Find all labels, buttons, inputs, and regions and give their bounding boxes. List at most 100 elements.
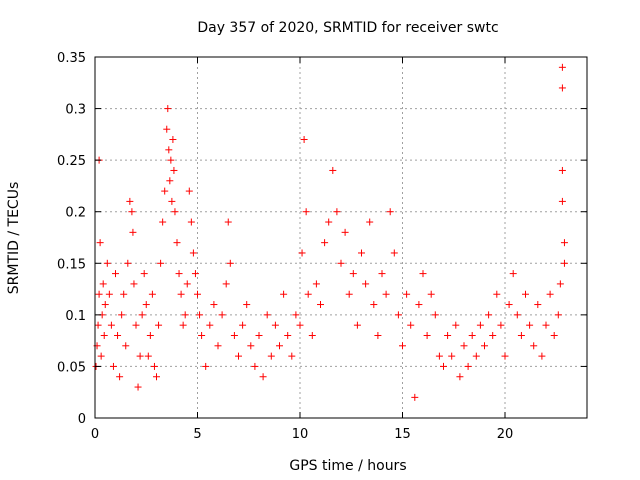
data-point: [109, 362, 117, 370]
data-point: [362, 280, 370, 288]
data-point: [505, 301, 513, 309]
data-point: [382, 290, 390, 298]
data-point: [202, 362, 210, 370]
data-point: [472, 352, 480, 360]
data-point: [191, 270, 199, 278]
y-tick-label: 0.05: [57, 360, 86, 375]
x-tick-label: 5: [193, 427, 201, 442]
data-point: [99, 280, 107, 288]
data-point: [247, 342, 255, 350]
data-point: [526, 321, 534, 329]
data-point: [181, 311, 189, 319]
data-point: [161, 187, 169, 195]
data-point: [259, 373, 267, 381]
data-point: [107, 321, 115, 329]
data-point: [168, 197, 176, 205]
data-point: [164, 105, 172, 113]
data-point: [255, 331, 263, 339]
data-point: [456, 373, 464, 381]
data-point: [222, 280, 230, 288]
data-point: [97, 352, 105, 360]
data-point: [312, 280, 320, 288]
data-point: [267, 352, 275, 360]
data-point: [427, 290, 435, 298]
data-point: [497, 321, 505, 329]
x-tick-label: 20: [497, 427, 514, 442]
x-tick-label: 15: [394, 427, 411, 442]
data-point: [185, 187, 193, 195]
data-point: [538, 352, 546, 360]
data-point: [235, 352, 242, 360]
data-point: [546, 290, 554, 298]
data-point: [136, 352, 144, 360]
data-point: [112, 270, 119, 278]
data-point: [132, 321, 140, 329]
data-point: [444, 331, 452, 339]
x-tick-label: 10: [292, 427, 309, 442]
data-point: [183, 280, 191, 288]
data-point: [146, 331, 154, 339]
data-point: [558, 166, 566, 174]
y-tick-label: 0.3: [65, 103, 86, 118]
data-point: [271, 321, 279, 329]
data-point: [423, 331, 431, 339]
data-point: [366, 218, 374, 226]
data-point: [105, 290, 113, 298]
data-point: [189, 249, 197, 257]
data-point: [129, 228, 137, 236]
y-tick-label: 0: [78, 412, 86, 427]
data-point: [94, 321, 102, 329]
data-point: [118, 311, 126, 319]
y-tick-label: 0.2: [65, 206, 86, 221]
data-point: [124, 259, 132, 267]
data-point: [452, 321, 460, 329]
data-point: [177, 290, 185, 298]
data-point: [284, 331, 292, 339]
data-point: [317, 301, 324, 309]
data-point: [513, 311, 521, 319]
grid: [95, 57, 587, 418]
axis-ticks: 0 5 10 15 20 0 0.05 0.1 0.15 0.2 0.25 0.3 0.35: [57, 51, 587, 442]
data-point: [419, 270, 427, 278]
data-point: [263, 311, 271, 319]
data-point: [95, 290, 103, 298]
data-point: [325, 218, 333, 226]
data-point: [167, 156, 175, 164]
y-tick-label: 0.25: [57, 154, 86, 169]
data-point: [128, 208, 136, 216]
data-point: [517, 331, 525, 339]
y-axis-label: SRMTID / TECUs: [6, 182, 22, 295]
data-point: [226, 259, 234, 267]
data-point: [411, 393, 419, 401]
data-point: [308, 331, 316, 339]
data-point: [175, 270, 183, 278]
data-point: [476, 321, 484, 329]
data-point: [394, 311, 402, 319]
data-point: [370, 301, 378, 309]
data-point: [120, 290, 128, 298]
data-point: [230, 331, 238, 339]
data-point: [358, 249, 365, 257]
data-point: [341, 228, 349, 236]
data-point: [431, 311, 439, 319]
data-point: [440, 362, 447, 370]
data-point: [386, 208, 394, 216]
y-tick-label: 0.15: [57, 257, 86, 272]
data-point: [460, 342, 468, 350]
data-point: [558, 63, 566, 71]
y-tick-label: 0.1: [65, 309, 86, 324]
data-point: [304, 290, 312, 298]
data-point: [239, 321, 247, 329]
data-point: [103, 259, 111, 267]
data-point: [224, 218, 232, 226]
data-point: [485, 311, 493, 319]
data-point: [556, 280, 564, 288]
data-point: [130, 280, 138, 288]
data-point: [530, 342, 538, 350]
data-point: [333, 208, 341, 216]
plot-frame: [94, 56, 588, 419]
data-point: [198, 331, 206, 339]
data-point: [558, 84, 566, 92]
data-point: [134, 383, 142, 391]
